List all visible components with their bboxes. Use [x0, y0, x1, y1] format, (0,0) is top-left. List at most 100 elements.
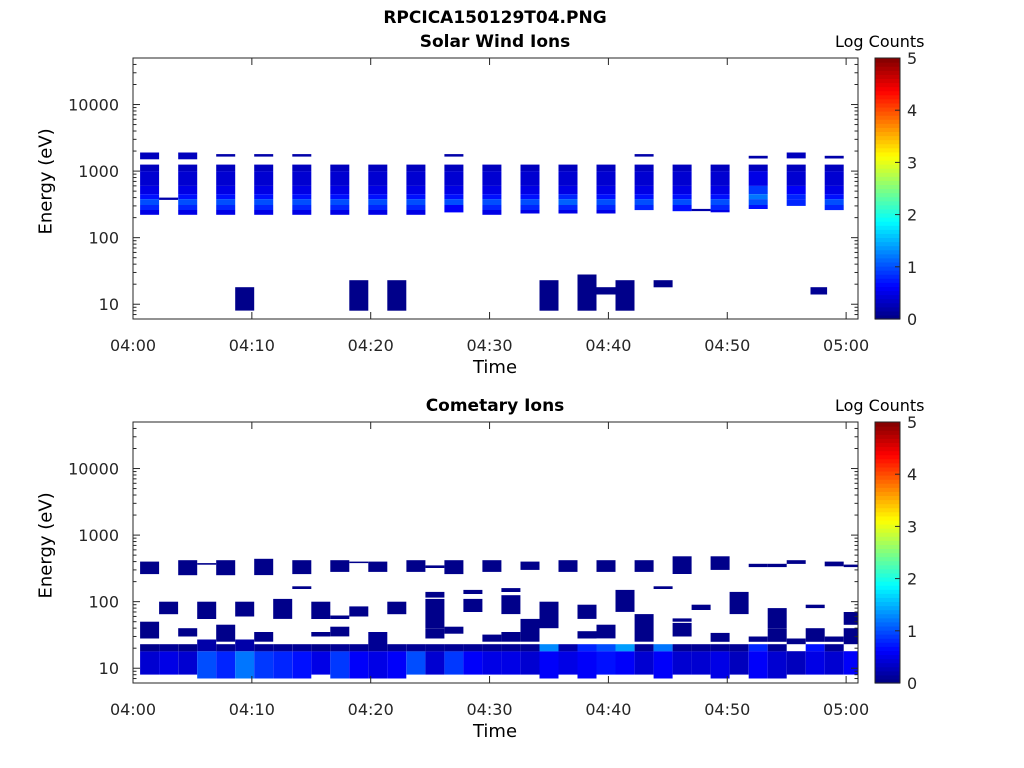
data-cell: [140, 651, 160, 675]
colorbar-band: [875, 274, 900, 279]
colorbar-band: [875, 438, 900, 443]
colorbar-band: [875, 306, 900, 312]
colorbar-tick-label: 5: [907, 413, 917, 432]
colorbar-band: [875, 143, 900, 149]
colorbar-band: [875, 217, 900, 222]
colorbar-band: [875, 568, 900, 574]
data-cell: [387, 280, 407, 311]
data-cell: [349, 644, 369, 652]
data-cell: [805, 604, 825, 609]
data-cell: [672, 556, 692, 574]
x-tick-label: 04:50: [704, 336, 750, 355]
data-cell: [406, 199, 426, 205]
colorbar-tick-label: 0: [907, 674, 917, 693]
x-tick-label: 04:50: [704, 700, 750, 719]
colorbar-band: [875, 82, 900, 88]
data-cell: [539, 651, 559, 679]
data-cell: [653, 644, 673, 652]
data-cell: [368, 164, 388, 172]
colorbar-band: [875, 257, 900, 263]
data-cell: [178, 185, 198, 195]
data-cell: [672, 205, 692, 212]
data-cell: [672, 622, 692, 637]
data-cell: [216, 560, 236, 576]
colorbar-band: [875, 544, 900, 550]
colorbar-band: [875, 532, 900, 537]
data-cell: [748, 563, 768, 568]
data-cell: [273, 644, 293, 652]
data-cell: [596, 185, 616, 195]
data-cell: [482, 171, 502, 186]
data-cell: [748, 636, 768, 642]
colorbar-band: [875, 106, 900, 112]
colorbar-band: [875, 572, 900, 578]
data-cell: [729, 651, 749, 675]
data-cell: [463, 644, 483, 652]
data-cell: [653, 586, 673, 589]
colorbar-title-solar-wind: Log Counts: [835, 32, 925, 51]
data-cell: [805, 651, 825, 675]
data-cell: [501, 632, 521, 642]
colorbar-band: [875, 552, 900, 558]
colorbar-band: [875, 241, 900, 247]
data-cell: [558, 644, 578, 652]
colorbar-band: [875, 196, 900, 202]
data-cell: [558, 194, 578, 200]
data-cell: [216, 651, 236, 679]
page-title: RPCICA150129T04.PNG: [383, 8, 607, 28]
data-cell: [330, 210, 350, 215]
data-cell: [558, 560, 578, 572]
data-cell: [216, 194, 236, 200]
colorbar-band: [875, 654, 900, 660]
data-cell: [330, 199, 350, 205]
colorbar-band: [875, 585, 900, 590]
data-cell: [824, 194, 844, 200]
colorbar-band: [875, 86, 900, 92]
data-cell: [520, 618, 540, 642]
colorbar-band: [875, 442, 900, 448]
data-cell: [520, 651, 540, 675]
data-cell: [311, 651, 331, 675]
y-tick-label: 10: [99, 295, 119, 314]
data-cell: [178, 560, 198, 576]
colorbar-band: [875, 127, 900, 133]
data-cell: [558, 651, 578, 675]
data-cell: [368, 199, 388, 205]
data-cell: [140, 621, 160, 639]
data-cell: [805, 644, 825, 652]
data-cell: [729, 644, 749, 652]
data-cell: [292, 560, 312, 575]
data-cell: [843, 628, 858, 645]
data-cell: [254, 185, 274, 195]
data-cell: [140, 164, 160, 172]
data-cell: [824, 155, 844, 159]
data-cell: [539, 280, 559, 311]
data-cell: [406, 171, 426, 186]
data-cell: [748, 171, 768, 186]
data-cell: [520, 644, 540, 652]
data-cell: [197, 651, 217, 679]
data-cell: [482, 210, 502, 215]
data-cell: [444, 185, 464, 195]
x-tick-label: 04:20: [348, 336, 394, 355]
data-cell: [786, 560, 806, 564]
data-cell: [786, 164, 806, 172]
colorbar-tick-label: 0: [907, 310, 917, 329]
data-cell: [140, 194, 160, 200]
data-cell: [748, 199, 768, 205]
colorbar-band: [875, 560, 900, 566]
colorbar-band: [875, 487, 900, 492]
data-cell: [178, 628, 198, 637]
data-cell: [292, 194, 312, 200]
data-cell: [810, 287, 828, 295]
data-cell: [292, 651, 312, 679]
colorbar-tick-label: 4: [907, 465, 917, 484]
data-cell: [710, 171, 730, 186]
colorbar-band: [875, 581, 900, 586]
data-cell: [406, 651, 426, 675]
data-cell: [615, 280, 635, 311]
colorbar-band: [875, 102, 900, 108]
colorbar-band: [875, 200, 900, 206]
colorbar-band: [875, 495, 900, 501]
colorbar-band: [875, 176, 900, 181]
